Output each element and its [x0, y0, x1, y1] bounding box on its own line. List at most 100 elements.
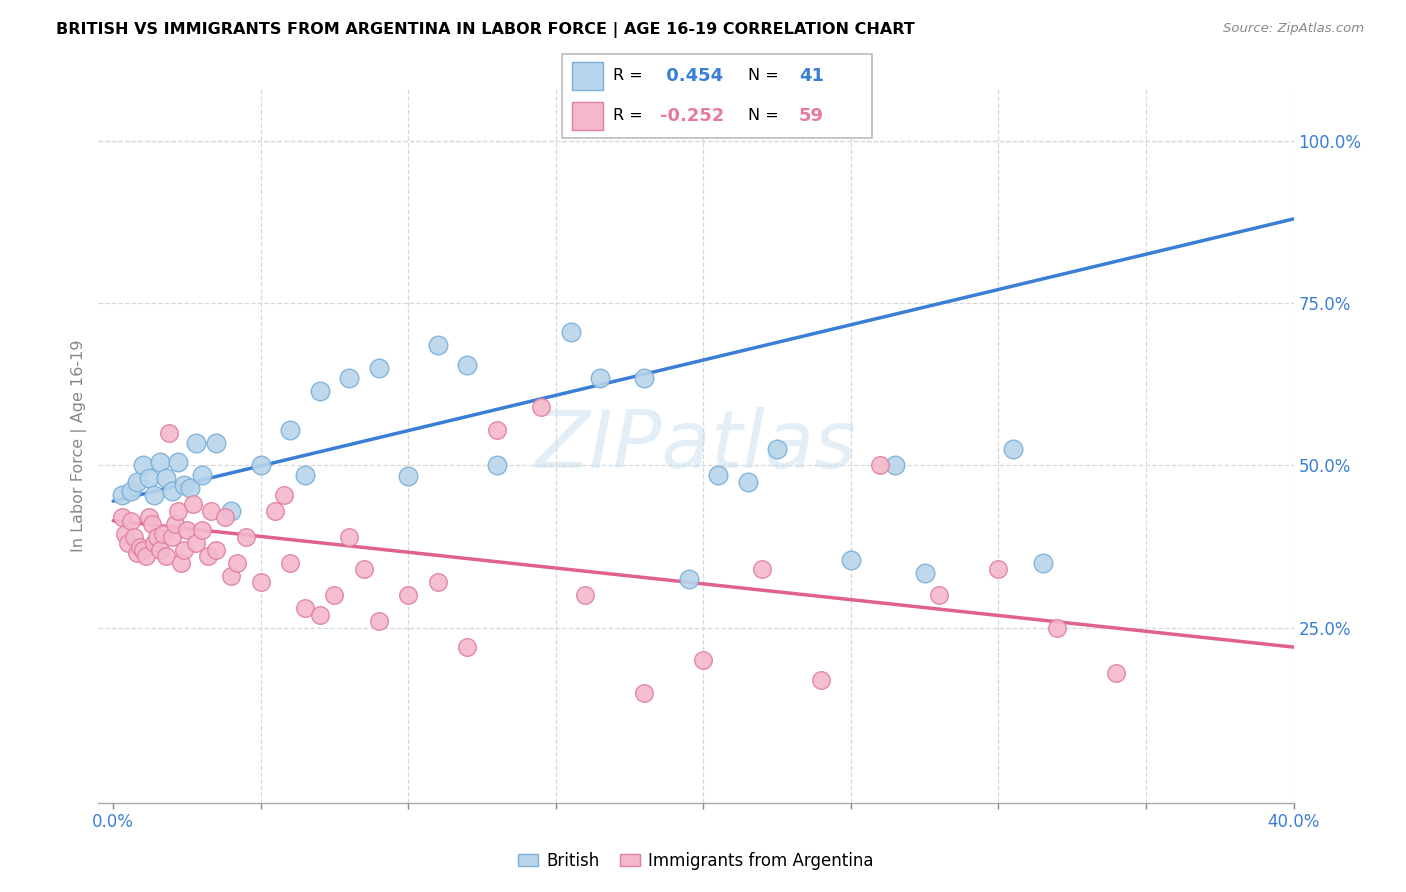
Point	[167, 504, 190, 518]
Point	[235, 530, 257, 544]
Point	[160, 530, 183, 544]
Point	[294, 468, 316, 483]
Point	[131, 542, 153, 557]
Point	[707, 468, 730, 483]
Point	[367, 361, 389, 376]
Point	[219, 568, 242, 582]
Point	[205, 435, 228, 450]
Point	[173, 478, 195, 492]
Point	[170, 556, 193, 570]
Point	[560, 326, 582, 340]
Point	[120, 514, 142, 528]
Point	[149, 542, 172, 557]
Point	[456, 358, 478, 372]
Point	[751, 562, 773, 576]
Point	[869, 458, 891, 473]
Point	[737, 475, 759, 489]
Point	[485, 458, 508, 473]
Text: BRITISH VS IMMIGRANTS FROM ARGENTINA IN LABOR FORCE | AGE 16-19 CORRELATION CHAR: BRITISH VS IMMIGRANTS FROM ARGENTINA IN …	[56, 22, 915, 38]
Text: -0.252: -0.252	[659, 107, 724, 125]
Text: R =: R =	[613, 69, 648, 84]
Point	[111, 510, 134, 524]
Point	[589, 371, 612, 385]
Point	[1105, 666, 1128, 681]
Point	[766, 442, 789, 457]
Point	[143, 536, 166, 550]
Point	[633, 371, 655, 385]
Text: R =: R =	[613, 108, 648, 123]
Bar	[572, 102, 603, 130]
FancyBboxPatch shape	[562, 54, 872, 138]
Point	[249, 458, 271, 473]
Point	[219, 504, 242, 518]
Point	[143, 488, 166, 502]
Text: Source: ZipAtlas.com: Source: ZipAtlas.com	[1223, 22, 1364, 36]
Point	[530, 400, 553, 414]
Text: 0.454: 0.454	[659, 67, 723, 85]
Text: ZIPatlas: ZIPatlas	[534, 407, 858, 485]
Text: 59: 59	[799, 107, 824, 125]
Point	[337, 371, 360, 385]
Point	[249, 575, 271, 590]
Point	[141, 516, 163, 531]
Point	[135, 549, 157, 564]
Point	[928, 588, 950, 602]
Point	[337, 530, 360, 544]
Point	[633, 685, 655, 699]
Point	[155, 549, 177, 564]
Point	[128, 540, 150, 554]
Point	[184, 435, 207, 450]
Text: N =: N =	[748, 108, 785, 123]
Point	[692, 653, 714, 667]
Point	[114, 526, 136, 541]
Point	[678, 572, 700, 586]
Point	[1002, 442, 1025, 457]
Point	[149, 455, 172, 469]
Point	[179, 481, 201, 495]
Point	[987, 562, 1010, 576]
Point	[308, 384, 330, 398]
Point	[810, 673, 832, 687]
Point	[396, 588, 419, 602]
Point	[1032, 556, 1054, 570]
Legend: British, Immigrants from Argentina: British, Immigrants from Argentina	[512, 846, 880, 877]
Point	[131, 458, 153, 473]
Point	[157, 425, 180, 440]
Point	[190, 524, 212, 538]
Point	[273, 488, 295, 502]
Point	[205, 542, 228, 557]
Point	[173, 542, 195, 557]
Point	[226, 556, 249, 570]
Point	[122, 530, 145, 544]
Point	[146, 530, 169, 544]
Bar	[572, 62, 603, 90]
Point	[190, 468, 212, 483]
Point	[152, 526, 174, 541]
Point	[165, 516, 187, 531]
Text: 41: 41	[799, 67, 824, 85]
Point	[167, 455, 190, 469]
Point	[125, 546, 148, 560]
Point	[278, 556, 301, 570]
Point	[426, 338, 449, 352]
Point	[367, 614, 389, 628]
Point	[574, 588, 596, 602]
Point	[160, 484, 183, 499]
Point	[120, 484, 142, 499]
Point	[214, 510, 236, 524]
Point	[914, 566, 936, 580]
Point	[396, 469, 419, 483]
Point	[176, 524, 198, 538]
Point	[117, 536, 139, 550]
Point	[353, 562, 375, 576]
Point	[125, 475, 148, 489]
Point	[323, 588, 346, 602]
Point	[308, 607, 330, 622]
Point	[111, 488, 134, 502]
Point	[278, 423, 301, 437]
Point	[884, 458, 907, 473]
Point	[138, 510, 160, 524]
Y-axis label: In Labor Force | Age 16-19: In Labor Force | Age 16-19	[72, 340, 87, 552]
Point	[264, 504, 287, 518]
Point	[200, 504, 222, 518]
